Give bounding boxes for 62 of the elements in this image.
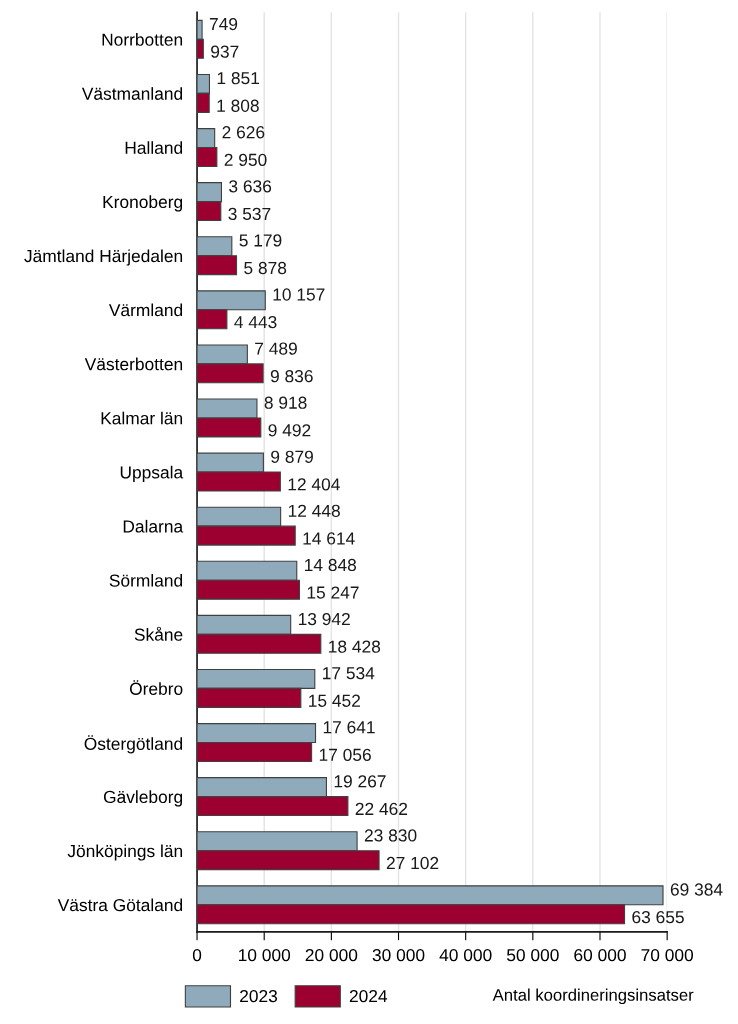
x-tick-label: 20 000 [305, 948, 358, 962]
x-tick-label: 10 000 [238, 948, 291, 962]
data-label: 1 808 [217, 99, 259, 112]
y-tick-label: Norrbotten [102, 33, 183, 46]
y-tick-label: Sörmland [109, 573, 183, 587]
x-tick-label: 70 000 [641, 948, 694, 962]
data-label: 1 851 [217, 72, 260, 85]
data-label: 5 179 [239, 234, 282, 247]
y-tick-label: Värmland [108, 303, 183, 317]
data-label: 9 879 [271, 450, 313, 463]
y-tick-label: Gävleborg [103, 790, 183, 807]
data-label: 3 636 [229, 180, 272, 193]
data-label: 15 452 [309, 694, 360, 707]
y-tick-label: Jönköpings län [67, 844, 183, 861]
data-label: 17 056 [319, 748, 371, 761]
y-tick-label: Jämtland Härjedalen [24, 249, 183, 266]
data-label: 15 247 [307, 586, 359, 599]
data-label: 2 950 [224, 153, 267, 166]
data-label: 9 492 [268, 424, 311, 437]
x-axis-title: Antal koordineringsinsatser [492, 988, 694, 1005]
y-tick-label: Örebro [129, 680, 183, 695]
y-tick-label: Västerbotten [84, 357, 183, 371]
data-label: 18 428 [329, 640, 381, 653]
y-tick-label: Halland [125, 141, 183, 154]
y-tick-label: Västra Götaland [57, 898, 183, 912]
data-label: 12 404 [288, 478, 340, 491]
data-label: 7 489 [255, 342, 297, 355]
y-tick-label: Västmanland [81, 87, 183, 100]
data-label: 4 443 [234, 315, 277, 329]
data-label: 749 [209, 17, 238, 31]
x-tick-label: 0 [192, 948, 202, 962]
data-label: 13 942 [298, 612, 350, 626]
x-tick-label: 40 000 [439, 948, 492, 962]
y-tick-label: Kronoberg [103, 195, 183, 212]
legend-label: 2023 [240, 989, 278, 1003]
data-label: 17 641 [323, 721, 375, 734]
data-label: 23 830 [364, 829, 417, 842]
legend-label: 2024 [349, 989, 388, 1003]
data-label: 8 918 [264, 396, 307, 409]
data-label: 12 448 [288, 504, 340, 518]
x-tick-label: 30 000 [372, 948, 425, 962]
data-label: 17 534 [323, 667, 375, 680]
y-tick-label: Skåne [134, 626, 183, 641]
data-label: 10 157 [273, 288, 325, 301]
data-label: 69 384 [670, 883, 723, 896]
y-tick-label: Östergötland [84, 735, 183, 754]
data-label: 14 614 [303, 532, 355, 545]
data-label: 27 102 [386, 856, 439, 870]
data-label: 63 655 [632, 910, 684, 924]
y-tick-label: Kalmar län [101, 411, 183, 425]
data-label: 3 537 [228, 207, 271, 221]
y-tick-label: Dalarna [123, 519, 184, 533]
x-tick-label: 50 000 [506, 948, 559, 962]
data-label: 5 878 [244, 261, 287, 275]
data-label: 19 267 [334, 775, 386, 788]
data-label: 14 848 [305, 558, 357, 572]
x-tick-label: 60 000 [574, 948, 626, 962]
data-label: 22 462 [355, 802, 408, 816]
y-tick-label: Uppsala [120, 465, 184, 482]
data-label: 9 836 [270, 370, 313, 383]
data-label: 2 626 [222, 126, 265, 139]
data-label: 937 [211, 45, 239, 58]
